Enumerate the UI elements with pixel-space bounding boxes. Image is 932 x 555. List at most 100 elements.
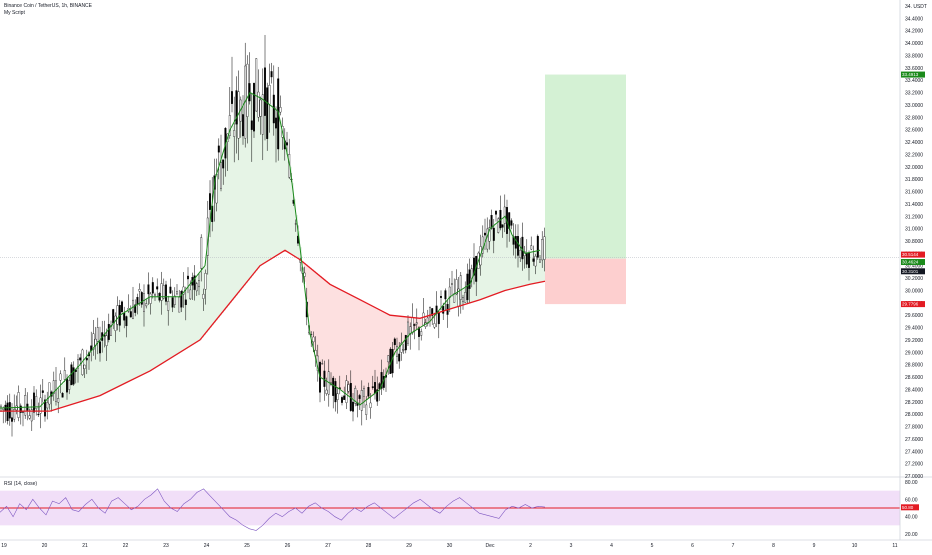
candle-body [178,296,181,313]
candle-body [532,258,535,262]
candle-body [143,293,145,312]
candle-body [332,377,335,396]
price-tick-label: 33.0000 [905,103,923,109]
candle-body [228,115,231,136]
cloud-segment [78,366,80,403]
cloud-segment [278,111,280,255]
rsi-legend[interactable]: RSI (14, close) [4,481,38,487]
script-legend[interactable]: My Script [4,10,25,16]
candle-body [176,291,178,295]
candle-body [83,364,86,369]
cloud-segment [252,93,254,276]
cloud-segment [308,266,310,317]
cloud-segment [218,169,220,318]
last-price-tag: 30.5144 [902,252,919,257]
cloud-segment [178,296,180,354]
cloud-segment [402,316,404,344]
candle-body [503,206,506,224]
candle-body [275,117,277,129]
cloud-segment [136,305,138,378]
price-tick-label: 27.8000 [905,425,923,431]
candle-body [266,87,269,139]
candle-body [440,296,442,298]
cloud-segment [500,220,502,293]
time-tick-label: 7 [732,543,735,549]
cloud-segment [486,239,488,298]
price-tick-label: 34.4000 [905,16,923,22]
cloud-segment [504,217,506,291]
candle-body [420,331,423,336]
candle-body [72,367,75,385]
price-tick-label: 31.0000 [905,227,923,233]
cloud-segment [198,274,200,342]
candle-body [352,401,354,412]
cloud-segment [246,100,248,284]
candle-body [46,402,49,409]
ema-lines [0,91,546,412]
cloud-segment [162,296,164,364]
price-tick-label: 27.6000 [905,437,923,443]
cloud-segment [184,291,186,350]
cloud-segment [126,311,128,383]
cloud-segment [356,297,358,402]
cloud-segment [522,249,524,287]
cloud-segment [140,302,142,376]
cloud-segment [476,267,478,301]
ema-cloud-fill [0,92,546,412]
candle-body [77,359,79,369]
candle-body [272,94,275,124]
candle-body [354,387,357,404]
candle-body [343,395,346,400]
candle-body [429,307,431,318]
candle-body [321,363,324,365]
candle-body [286,142,288,146]
cloud-segment [324,279,326,380]
cloud-segment [86,357,88,400]
cloud-segment [230,129,232,303]
cloud-segment [538,250,540,283]
cloud-segment [490,228,492,297]
symbol-legend[interactable]: Binance Coin / TetherUS, 1h, BINANCE [4,3,93,9]
candle-body [129,311,132,318]
candle-body [371,386,374,388]
candle-body [363,388,365,397]
candle-body [407,321,409,344]
cloud-segment [130,309,132,381]
cloud-segment [102,337,104,395]
rsi-tick-label: 60.00 [905,497,918,503]
cloud-segment [256,95,258,271]
cloud-segment [306,264,308,300]
candle-body [312,336,315,343]
candle-body [341,397,343,403]
candle-body [387,355,390,363]
price-tick-label: 31.2000 [905,214,923,220]
cloud-segment [114,322,116,389]
cloud-segment [342,290,344,391]
candle-body [140,292,143,305]
price-tags: 33.4913 30.5144 30.4624 30.3101 29.7796 50.80 [901,71,925,511]
cloud-segment [496,223,498,294]
candle-body [37,413,40,416]
cloud-segment [424,317,426,326]
candle-body [268,85,271,105]
cloud-segment [360,299,362,405]
cloud-segment [244,103,246,286]
target-zone [545,74,626,259]
price-tick-label: 34.0000 [905,41,923,47]
candle-body [41,390,44,393]
cloud-segment [332,285,334,385]
candle-body [400,342,403,353]
time-tick-label: 11 [892,543,897,549]
cloud-segment [378,309,380,391]
cloud-segment [350,294,352,398]
cloud-segment [440,309,442,313]
cloud-segment [276,109,278,256]
candle-body [180,291,183,308]
cloud-segment [408,317,410,337]
time-tick-label: 24 [204,543,210,549]
candle-body [250,120,253,130]
time-tick-label: 2 [529,543,532,549]
cloud-segment [208,239,210,331]
